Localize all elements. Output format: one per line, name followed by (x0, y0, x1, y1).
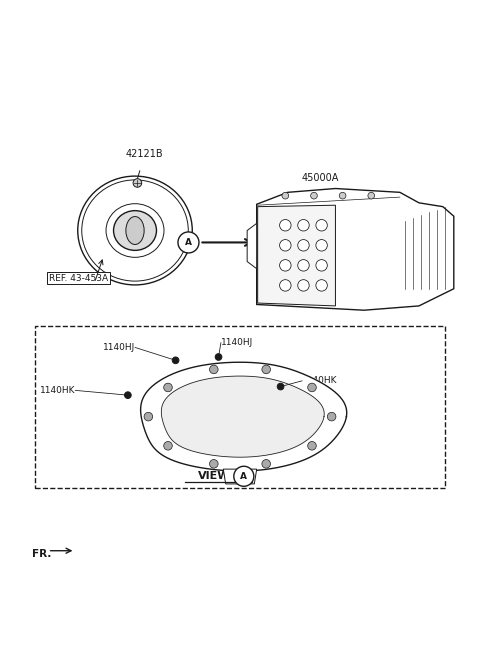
Circle shape (308, 442, 316, 450)
Text: 1140HK: 1140HK (40, 386, 75, 395)
Circle shape (339, 193, 346, 199)
Text: 45000A: 45000A (302, 173, 339, 183)
Circle shape (280, 280, 291, 291)
Bar (35, 326, 445, 488)
Text: 1140HJ: 1140HJ (103, 343, 135, 352)
Circle shape (215, 354, 222, 360)
Circle shape (280, 219, 291, 231)
Circle shape (262, 365, 270, 374)
Circle shape (178, 232, 199, 253)
Ellipse shape (114, 211, 156, 250)
Circle shape (210, 365, 218, 374)
Polygon shape (247, 223, 257, 268)
Text: VIEW: VIEW (198, 471, 230, 481)
Circle shape (234, 466, 254, 486)
Text: 1140HJ: 1140HJ (221, 338, 253, 347)
Circle shape (316, 240, 327, 251)
Circle shape (277, 383, 284, 390)
Circle shape (298, 219, 309, 231)
Text: FR.: FR. (33, 549, 52, 559)
Polygon shape (223, 469, 257, 484)
Circle shape (298, 260, 309, 271)
Circle shape (298, 280, 309, 291)
Ellipse shape (82, 180, 188, 281)
Circle shape (164, 442, 172, 450)
Ellipse shape (126, 217, 144, 244)
Text: 1140HK: 1140HK (302, 376, 337, 385)
Polygon shape (257, 189, 454, 310)
Circle shape (262, 460, 270, 468)
Text: REF. 43-453A: REF. 43-453A (49, 274, 108, 282)
Circle shape (282, 193, 288, 199)
Circle shape (172, 357, 179, 364)
Circle shape (210, 460, 218, 468)
Circle shape (298, 240, 309, 251)
Ellipse shape (78, 176, 192, 285)
Circle shape (133, 178, 142, 187)
Text: 42121B: 42121B (126, 149, 163, 159)
Circle shape (311, 193, 317, 199)
Polygon shape (258, 205, 336, 306)
Circle shape (280, 260, 291, 271)
Circle shape (164, 383, 172, 392)
Polygon shape (161, 376, 324, 457)
Circle shape (316, 260, 327, 271)
Ellipse shape (106, 204, 164, 257)
Polygon shape (141, 362, 347, 471)
Text: A: A (185, 238, 192, 247)
Circle shape (327, 413, 336, 421)
Circle shape (308, 383, 316, 392)
Circle shape (280, 240, 291, 251)
Text: A: A (240, 472, 247, 481)
Circle shape (368, 193, 374, 199)
Circle shape (144, 413, 153, 421)
Circle shape (316, 280, 327, 291)
Circle shape (124, 392, 131, 399)
Circle shape (316, 219, 327, 231)
